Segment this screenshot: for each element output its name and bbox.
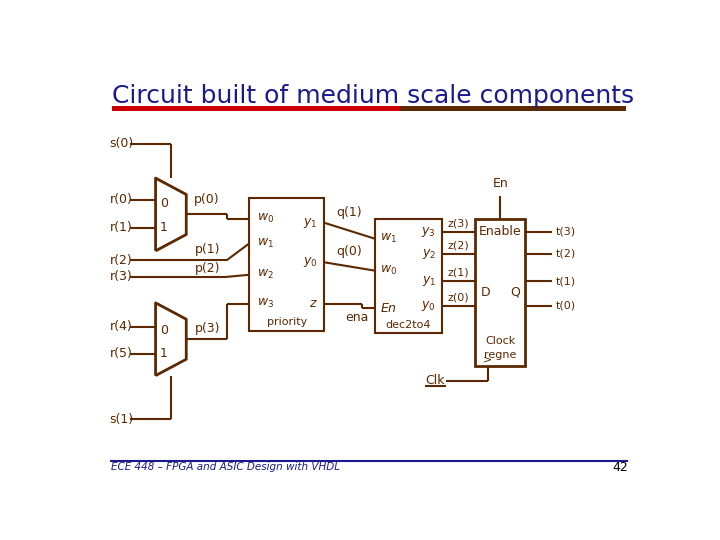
Text: 1: 1 — [160, 347, 168, 360]
Text: >: > — [483, 354, 492, 364]
Text: $w_1$: $w_1$ — [257, 237, 274, 250]
Text: p(0): p(0) — [194, 193, 220, 206]
Text: p(2): p(2) — [194, 262, 220, 275]
Text: Clk: Clk — [425, 374, 444, 387]
Text: z(0): z(0) — [447, 293, 469, 302]
Text: $w_1$: $w_1$ — [380, 232, 397, 245]
Text: dec2to4: dec2to4 — [385, 320, 431, 330]
Text: t(2): t(2) — [556, 249, 576, 259]
Text: s(0): s(0) — [109, 137, 134, 150]
Text: 0: 0 — [160, 323, 168, 336]
Text: r(4): r(4) — [109, 320, 132, 333]
Text: $y_1$: $y_1$ — [303, 216, 318, 230]
Text: $w_2$: $w_2$ — [257, 268, 274, 281]
Text: 42: 42 — [613, 461, 629, 474]
Bar — [400, 105, 626, 111]
Text: t(3): t(3) — [556, 227, 576, 237]
Text: $w_0$: $w_0$ — [257, 212, 274, 225]
Text: r(0): r(0) — [109, 193, 132, 206]
Text: Circuit built of medium scale components: Circuit built of medium scale components — [112, 84, 634, 107]
Text: r(5): r(5) — [109, 347, 132, 360]
Text: t(1): t(1) — [556, 276, 576, 286]
Text: z(1): z(1) — [447, 268, 469, 278]
Text: Q: Q — [510, 286, 520, 299]
Text: $y_3$: $y_3$ — [421, 225, 436, 239]
Text: $y_2$: $y_2$ — [422, 247, 436, 261]
Text: s(1): s(1) — [109, 413, 134, 426]
Text: $y_0$: $y_0$ — [303, 255, 318, 269]
Bar — [374, 219, 441, 333]
Text: regne: regne — [484, 349, 516, 360]
Text: q(0): q(0) — [336, 245, 362, 258]
Text: t(0): t(0) — [556, 301, 576, 311]
Text: Clock: Clock — [485, 336, 516, 346]
Text: $w_0$: $w_0$ — [380, 264, 397, 277]
Text: r(2): r(2) — [109, 254, 132, 267]
Text: r(3): r(3) — [109, 271, 132, 284]
Text: D: D — [481, 286, 490, 299]
Text: priority: priority — [266, 317, 307, 327]
Text: z(3): z(3) — [447, 219, 469, 228]
Text: ena: ena — [345, 312, 369, 325]
Text: En: En — [492, 177, 508, 191]
Text: $w_3$: $w_3$ — [257, 298, 274, 310]
Text: $y_1$: $y_1$ — [421, 274, 436, 288]
Text: 0: 0 — [160, 197, 168, 210]
Text: p(3): p(3) — [194, 322, 220, 335]
Text: $En$: $En$ — [380, 301, 397, 314]
Text: ECE 448 – FPGA and ASIC Design with VHDL: ECE 448 – FPGA and ASIC Design with VHDL — [111, 462, 341, 472]
Text: $z$: $z$ — [309, 298, 318, 310]
Text: r(1): r(1) — [109, 221, 132, 234]
Text: $y_0$: $y_0$ — [421, 299, 436, 313]
Text: p(1): p(1) — [194, 243, 220, 256]
Bar — [112, 105, 400, 111]
Bar — [475, 219, 526, 366]
Text: Enable: Enable — [479, 225, 521, 238]
Text: 1: 1 — [160, 221, 168, 234]
Text: q(1): q(1) — [337, 206, 362, 219]
Text: z(2): z(2) — [447, 241, 469, 251]
Bar — [249, 198, 324, 331]
